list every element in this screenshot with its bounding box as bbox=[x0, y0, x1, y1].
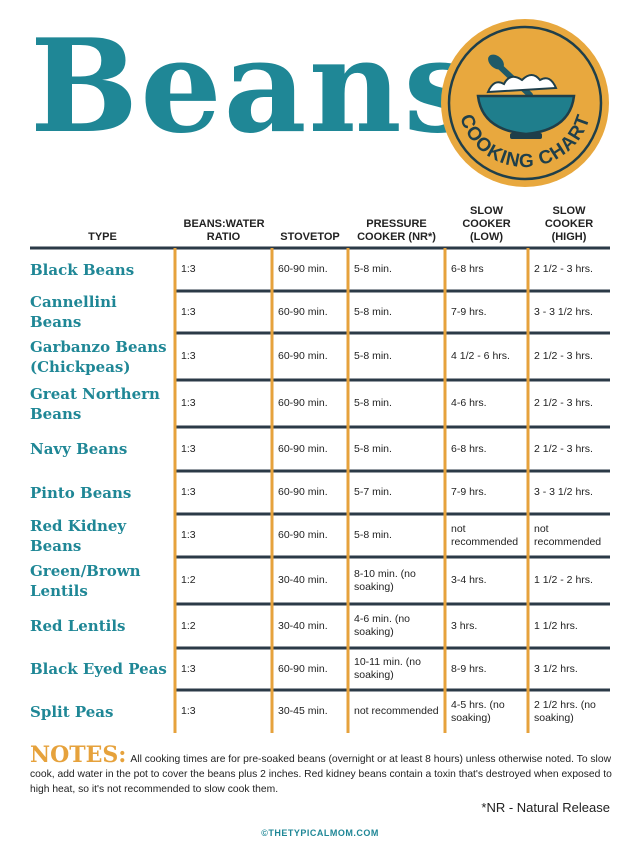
bean-name: Pinto Beans bbox=[30, 483, 132, 502]
table-cell: 10-11 min. (no soaking) bbox=[354, 656, 421, 681]
table-cell: 3 - 3 1/2 hrs. bbox=[534, 305, 593, 318]
table-cell: 1:3 bbox=[181, 397, 196, 409]
table-cell: 30-40 min. bbox=[278, 619, 328, 632]
notes-label: NOTES: bbox=[30, 742, 127, 768]
table-cell: 1 1/2 - 2 hrs. bbox=[534, 574, 593, 586]
table-cell: not recommended bbox=[534, 522, 602, 548]
table-cell: 8-9 hrs. bbox=[451, 662, 487, 675]
column-header-cell: STOVETOP bbox=[272, 198, 348, 244]
table-cell: 60-90 min. bbox=[278, 442, 328, 455]
notes-text: All cooking times are for pre-soaked bea… bbox=[30, 754, 612, 795]
table-cell: 1:3 bbox=[181, 486, 196, 498]
badge: COOKING CHART bbox=[441, 19, 609, 187]
table-cell: not recommended bbox=[354, 705, 439, 717]
table-cell: 6-8 hrs. bbox=[451, 442, 487, 455]
column-header: SLOW COOKER (LOW) bbox=[462, 205, 511, 243]
table-cell: 3 - 3 1/2 hrs. bbox=[534, 486, 593, 498]
table-cell: 2 1/2 - 3 hrs. bbox=[534, 350, 593, 362]
column-header-cell: TYPE bbox=[30, 198, 175, 244]
table-cell: 60-90 min. bbox=[278, 263, 328, 275]
table-cell: 5-8 min. bbox=[354, 350, 392, 362]
table-cell: 30-45 min. bbox=[278, 705, 328, 717]
table-cell: 3 hrs. bbox=[451, 619, 478, 632]
table-cell: 8-10 min. (no soaking) bbox=[354, 567, 416, 593]
column-header-cell: SLOW COOKER (HIGH) bbox=[528, 198, 610, 244]
table-cell: 1:3 bbox=[181, 350, 196, 362]
table-cell: 60-90 min. bbox=[278, 397, 328, 409]
table-cell: 30-40 min. bbox=[278, 574, 328, 586]
column-header: PRESSURE COOKER (NR*) bbox=[357, 218, 436, 243]
bean-name: Black Beans bbox=[30, 260, 135, 279]
table-cell: 60-90 min. bbox=[278, 529, 328, 541]
bean-name: Great Northern Beans bbox=[30, 384, 160, 423]
footnote: *NR - Natural Release bbox=[481, 800, 610, 815]
table-lines bbox=[30, 246, 610, 733]
table-cell: 4-6 min. (no soaking) bbox=[354, 613, 411, 638]
notes: NOTES: All cooking times are for pre-soak… bbox=[30, 744, 615, 797]
table-cell: 6-8 hrs bbox=[451, 263, 484, 275]
table-cell: 1:3 bbox=[181, 705, 196, 717]
table-cell: 7-9 hrs. bbox=[451, 305, 487, 318]
table-cell: 1 1/2 hrs. bbox=[534, 619, 578, 632]
bean-name: Green/Brown Lentils bbox=[30, 561, 141, 600]
badge-ring bbox=[447, 25, 603, 181]
bean-name: Split Peas bbox=[30, 702, 114, 721]
column-header: SLOW COOKER (HIGH) bbox=[544, 205, 594, 243]
table-cell: 4-6 hrs. bbox=[451, 397, 487, 409]
table-cell: 1:3 bbox=[181, 529, 196, 541]
table-cell: 2 1/2 - 3 hrs. bbox=[534, 442, 593, 455]
table-cell: 1:3 bbox=[181, 305, 196, 318]
table-cell: 60-90 min. bbox=[278, 486, 328, 498]
table-cell: 5-8 min. bbox=[354, 263, 392, 275]
table-cell: 60-90 min. bbox=[278, 662, 328, 675]
table-cell: 7-9 hrs. bbox=[451, 486, 487, 498]
column-header-cell: PRESSURE COOKER (NR*) bbox=[348, 198, 445, 244]
site: ©THETYPICALMOM.COM bbox=[261, 828, 379, 838]
food bbox=[486, 74, 558, 94]
table-cell: 60-90 min. bbox=[278, 350, 328, 362]
bean-name: Black Eyed Peas bbox=[30, 660, 167, 678]
table-cell: 2 1/2 hrs. (no soaking) bbox=[534, 698, 596, 724]
bowl-base bbox=[510, 133, 542, 139]
table-cell: not recommended bbox=[451, 522, 519, 548]
table-cell: 5-8 min. bbox=[354, 305, 392, 318]
table-cell: 1:3 bbox=[181, 263, 196, 275]
table-cell: 1:2 bbox=[181, 574, 196, 586]
column-header: TYPE bbox=[88, 231, 117, 243]
table-cell: 60-90 min. bbox=[278, 305, 328, 318]
table-cell: 5-8 min. bbox=[354, 529, 392, 541]
bean-name: Navy Beans bbox=[30, 440, 128, 458]
table-cell: 5-8 min. bbox=[354, 442, 392, 455]
bean-name: Cannellini Beans bbox=[30, 293, 117, 331]
column-header: STOVETOP bbox=[280, 231, 340, 243]
table-cell: 1:3 bbox=[181, 662, 196, 675]
title: Beans bbox=[30, 12, 478, 162]
bean-name: Red Kidney Beans bbox=[30, 516, 127, 555]
column-header: BEANS:WATER RATIO bbox=[183, 218, 265, 243]
table-cell: 5-7 min. bbox=[354, 486, 392, 498]
bean-name: Garbanzo Beans (Chickpeas) bbox=[30, 337, 167, 376]
table-cell: 2 1/2 - 3 hrs. bbox=[534, 397, 593, 409]
table-cell: 3 1/2 hrs. bbox=[534, 662, 578, 675]
spoon-head bbox=[488, 54, 504, 70]
column-header-cell: BEANS:WATER RATIO bbox=[175, 198, 272, 244]
table-cell: 1:2 bbox=[181, 619, 196, 632]
table-cell: 4 1/2 - 6 hrs. bbox=[451, 350, 510, 362]
table-cell: 5-8 min. bbox=[354, 397, 392, 409]
column-header-cell: SLOW COOKER (LOW) bbox=[445, 198, 528, 244]
table-cell: 1:3 bbox=[181, 442, 196, 455]
table-cell: 3-4 hrs. bbox=[451, 574, 487, 586]
bean-name: Red Lentils bbox=[30, 617, 126, 635]
table-cell: 2 1/2 - 3 hrs. bbox=[534, 263, 593, 275]
table-cell: 4-5 hrs. (no soaking) bbox=[451, 698, 505, 724]
